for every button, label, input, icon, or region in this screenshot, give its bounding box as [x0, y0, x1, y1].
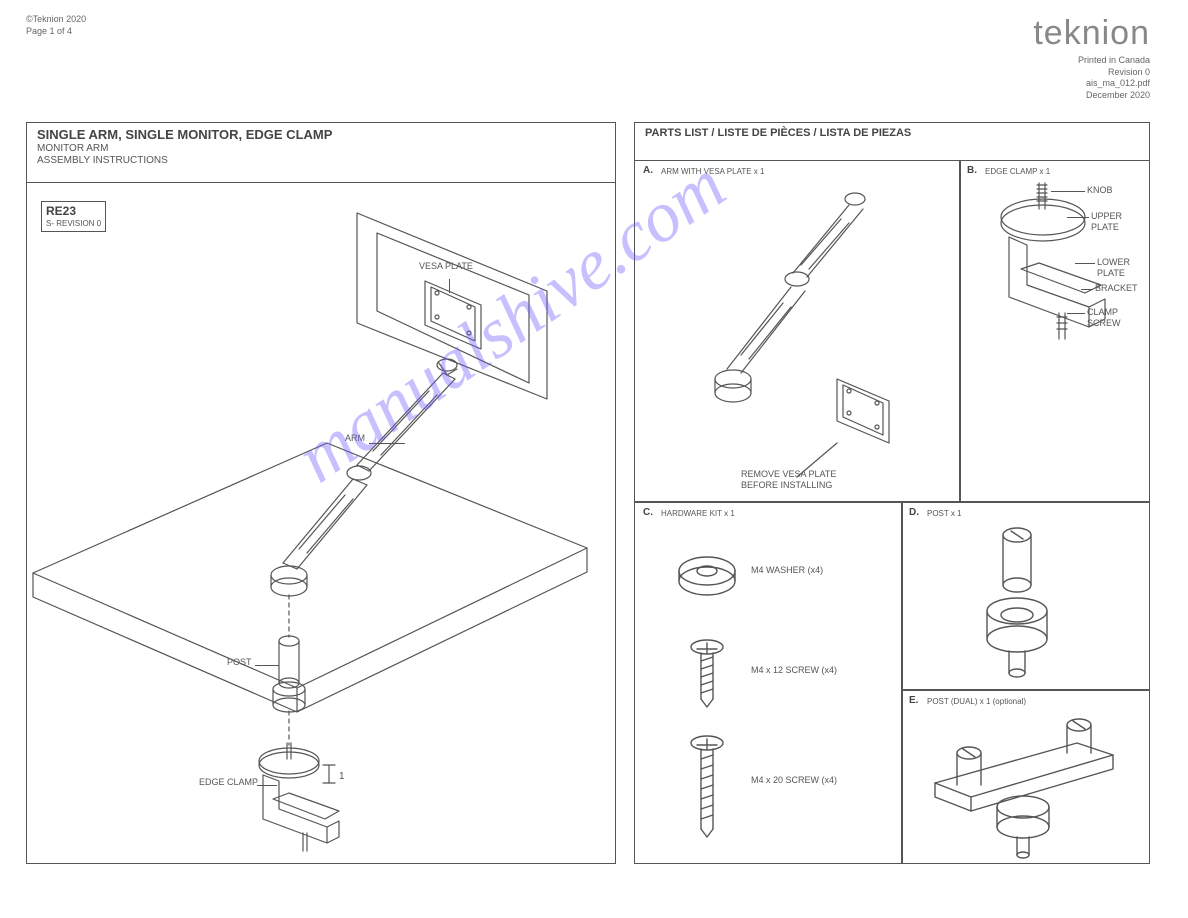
part-c-item: M4 x 20 SCREW (x4)	[751, 775, 837, 786]
header-left: ©Teknion 2020 Page 1 of 4	[26, 14, 86, 37]
part-b-callout: UPPER PLATE	[1091, 211, 1149, 233]
part-e-label: E.	[909, 695, 918, 706]
part-b-callout: KNOB	[1087, 185, 1113, 196]
copyright-line: ©Teknion 2020	[26, 14, 86, 26]
part-c-sub: HARDWARE KIT x 1	[661, 509, 735, 518]
callout-line	[449, 279, 450, 293]
parts-title: PARTS LIST / LISTE DE PIÈCES / LISTA DE …	[645, 127, 1139, 139]
assembly-sub1: MONITOR ARM	[37, 143, 605, 154]
part-b-sub: EDGE CLAMP x 1	[985, 167, 1050, 176]
part-d-diagram	[951, 523, 1101, 687]
callout-line	[1075, 263, 1095, 264]
page-count-line: Page 1 of 4	[26, 26, 86, 38]
assembly-diagram: 1	[27, 183, 615, 863]
divider	[901, 501, 903, 863]
divider	[959, 161, 961, 501]
doc-meta-line: ais_ma_012.pdf	[1033, 78, 1150, 90]
callout-line	[369, 443, 405, 444]
assembly-title: SINGLE ARM, SINGLE MONITOR, EDGE CLAMP	[37, 127, 605, 142]
doc-meta: Printed in Canada Revision 0 ais_ma_012.…	[1033, 55, 1150, 102]
part-b-callout: LOWER PLATE	[1097, 257, 1149, 279]
assembly-sub2: ASSEMBLY INSTRUCTIONS	[37, 155, 605, 166]
part-c-label: C.	[643, 507, 653, 518]
assembly-body: RE23 S- REVISION 0	[27, 183, 615, 863]
part-b-callout: CLAMP SCREW	[1087, 307, 1149, 329]
doc-meta-line: Revision 0	[1033, 67, 1150, 79]
callout-line	[1067, 313, 1085, 314]
parts-panel: PARTS LIST / LISTE DE PIÈCES / LISTA DE …	[634, 122, 1150, 864]
parts-body: A. ARM WITH VESA PLATE x 1	[635, 161, 1149, 863]
callout-line	[1067, 217, 1089, 218]
part-a-note: REMOVE VESA PLATEBEFORE INSTALLING	[741, 469, 861, 491]
assembly-panel: SINGLE ARM, SINGLE MONITOR, EDGE CLAMP M…	[26, 122, 616, 864]
divider	[635, 501, 1149, 503]
part-e-diagram	[917, 713, 1141, 863]
part-a-sub: ARM WITH VESA PLATE x 1	[661, 167, 764, 176]
page-header: ©Teknion 2020 Page 1 of 4 teknion Printe…	[26, 14, 1150, 102]
svg-text:1: 1	[339, 771, 345, 782]
part-b-label: B.	[967, 165, 977, 176]
callout-vesa: VESA PLATE	[419, 261, 473, 272]
callout-post: POST	[227, 657, 252, 668]
part-b-callout: BRACKET	[1095, 283, 1138, 294]
part-c-diagram	[653, 531, 893, 851]
part-a-label: A.	[643, 165, 653, 176]
part-e-sub: POST (DUAL) x 1 (optional)	[927, 697, 1026, 706]
parts-title-band: PARTS LIST / LISTE DE PIÈCES / LISTA DE …	[635, 123, 1149, 161]
part-d-label: D.	[909, 507, 919, 518]
assembly-title-band: SINGLE ARM, SINGLE MONITOR, EDGE CLAMP M…	[27, 123, 615, 183]
part-c-item: M4 x 12 SCREW (x4)	[751, 665, 837, 676]
part-a-diagram	[641, 179, 957, 499]
callout-line	[255, 665, 279, 666]
doc-meta-line: Printed in Canada	[1033, 55, 1150, 67]
callout-clamp: EDGE CLAMP	[199, 777, 258, 788]
divider	[901, 689, 1149, 691]
part-c-item: M4 WASHER (x4)	[751, 565, 823, 576]
callout-line	[1051, 191, 1085, 192]
callout-line	[257, 785, 277, 786]
part-d-sub: POST x 1	[927, 509, 962, 518]
brand-logo: teknion	[1033, 14, 1150, 53]
callout-arm: ARM	[345, 433, 365, 444]
doc-meta-line: December 2020	[1033, 90, 1150, 102]
callout-line	[1081, 289, 1093, 290]
header-right: teknion Printed in Canada Revision 0 ais…	[1033, 14, 1150, 102]
